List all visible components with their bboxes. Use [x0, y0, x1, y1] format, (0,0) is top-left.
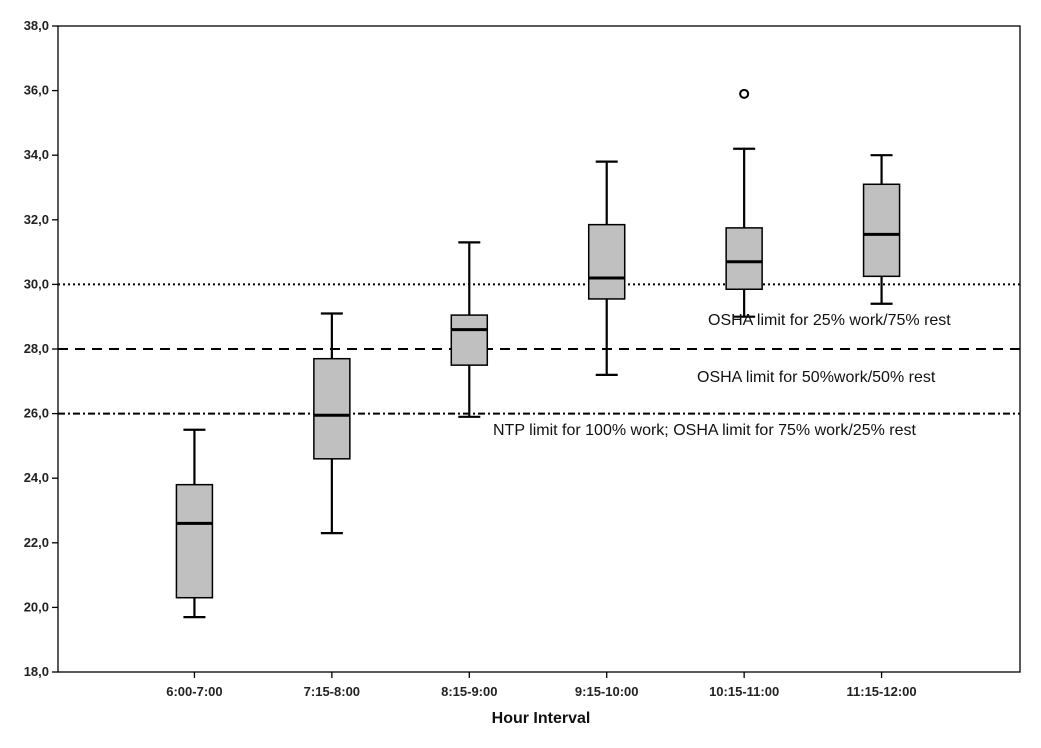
- y-tick-label: 20,0: [24, 599, 49, 614]
- box-2: [450, 241, 489, 418]
- iqr-box: [313, 357, 351, 460]
- y-axis: 18,0 20,0 22,0 24,0 26,0 28,0 30,0 32,0 34,0 36,0…: [24, 18, 58, 679]
- iqr-box: [725, 227, 763, 290]
- y-tick-label: 22,0: [24, 535, 49, 550]
- box-3: [587, 160, 626, 376]
- x-tick-label: 10:15-11:00: [709, 684, 779, 699]
- box-series: [175, 88, 901, 619]
- x-tick-label: 11:15-12:00: [847, 684, 917, 699]
- x-axis-title: Hour Interval: [492, 710, 591, 727]
- x-tick-label: 7:15-8:00: [304, 684, 360, 699]
- ref-label-30: OSHA limit for 25% work/75% rest: [708, 312, 951, 329]
- box-0: [175, 428, 214, 619]
- x-tick-label: 9:15-10:00: [575, 684, 639, 699]
- iqr-box: [587, 223, 626, 300]
- outlier-point: [739, 88, 750, 99]
- x-tick-label: 6:00-7:00: [166, 684, 222, 699]
- box-1: [313, 312, 351, 535]
- iqr-box: [175, 483, 214, 599]
- y-tick-label: 38,0: [24, 18, 49, 33]
- y-tick-label: 32,0: [24, 212, 49, 227]
- y-tick-label: 28,0: [24, 341, 49, 356]
- ref-label-26: NTP limit for 100% work; OSHA limit for …: [493, 422, 916, 439]
- x-tick-label: 8:15-9:00: [441, 684, 497, 699]
- iqr-box: [450, 314, 489, 366]
- y-tick-label: 30,0: [24, 276, 49, 291]
- ref-label-28: OSHA limit for 50%work/50% rest: [697, 369, 936, 386]
- y-tick-label: 36,0: [24, 83, 49, 98]
- y-tick-label: 24,0: [24, 470, 49, 485]
- y-tick-label: 34,0: [24, 147, 49, 162]
- box-5: [862, 154, 901, 305]
- y-tick-label: 26,0: [24, 406, 49, 421]
- box-4: [725, 88, 763, 318]
- iqr-box: [862, 183, 901, 278]
- x-axis: 6:00-7:00 7:15-8:00 8:15-9:00 9:15-10:00 10:…: [166, 672, 917, 699]
- reference-line-labels: OSHA limit for 25% work/75% rest OSHA li…: [493, 312, 951, 439]
- y-tick-label: 18,0: [24, 664, 49, 679]
- reference-lines: [58, 283, 1020, 415]
